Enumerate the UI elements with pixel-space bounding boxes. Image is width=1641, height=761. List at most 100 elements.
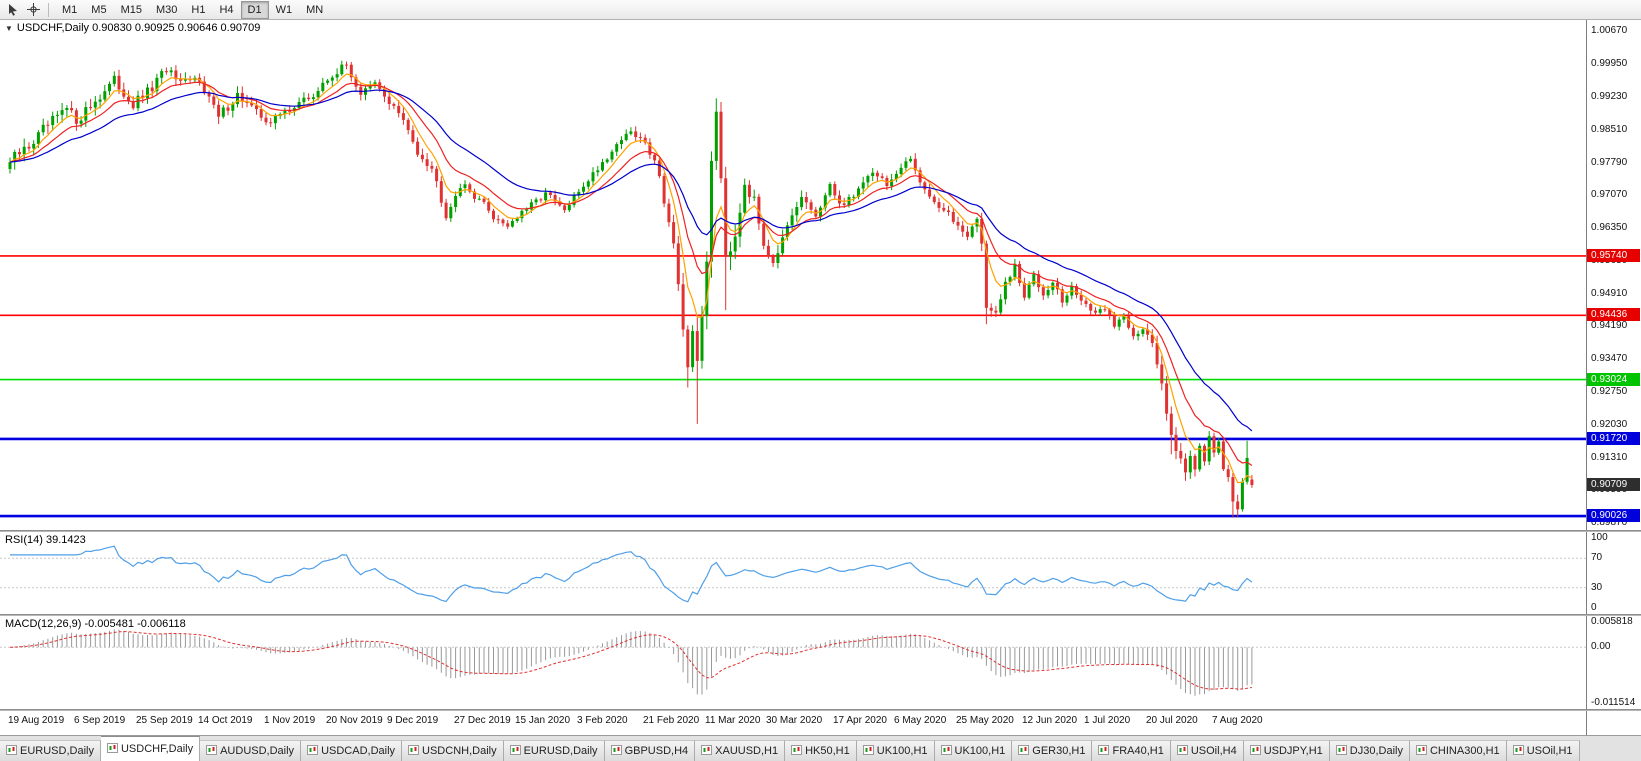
chart-tab-label: USDJPY,H1: [1263, 745, 1323, 757]
chart-tab-xauusd-h1[interactable]: XAUUSD,H1: [695, 740, 786, 761]
chart-tab-label: AUDUSD,Daily: [220, 745, 295, 757]
chart-tab-icon: [206, 744, 218, 758]
chart-tab-label: CHINA300,H1: [1429, 745, 1500, 757]
price-tick-label: 0.92030: [1591, 419, 1628, 430]
chart-tab-eurusd-daily[interactable]: EURUSD,Daily: [503, 740, 605, 761]
price-tick-label: 0.91310: [1591, 452, 1628, 463]
cursor-icon[interactable]: [4, 2, 22, 18]
date-axis-label: 14 Oct 2019: [198, 715, 253, 726]
date-axis-label: 19 Aug 2019: [8, 715, 65, 726]
chart-tab-icon: [610, 744, 622, 758]
price-line-badge: 0.94436: [1587, 308, 1640, 321]
panel-splitter[interactable]: [0, 530, 1641, 532]
chart-tab-icon: [940, 744, 952, 758]
rsi-panel: RSI(14) 39.1423 100 70 30 0: [0, 532, 1641, 614]
timeframe-button-w1[interactable]: W1: [275, 3, 293, 16]
rsi-axis[interactable]: 100 70 30 0: [1586, 532, 1641, 614]
panel-splitter[interactable]: [0, 709, 1641, 711]
panel-splitter[interactable]: [0, 614, 1641, 616]
price-axis[interactable]: 1.00670 0.99950 0.99230 0.98510 0.97790 0.970…: [1586, 20, 1641, 530]
price-line-badge: 0.93024: [1587, 373, 1640, 386]
price-tick-label: 0.97070: [1591, 189, 1628, 200]
chart-tab-label: USOil,H1: [1526, 745, 1573, 757]
macd-header-text: MACD(12,26,9) -0.005481 -0.006118: [5, 618, 186, 630]
price-tick-label: 0.97790: [1591, 157, 1628, 168]
date-axis-label: 6 Sep 2019: [74, 715, 126, 726]
chart-tab-hk50-h1[interactable]: HK50,H1: [785, 740, 857, 761]
rsi-level-label: 70: [1591, 552, 1603, 563]
date-axis-label: 25 Sep 2019: [136, 715, 193, 726]
macd-axis[interactable]: 0.005818 0.00 -0.011514: [1586, 616, 1641, 709]
chart-tab-icon: [1512, 744, 1524, 758]
time-axis[interactable]: 19 Aug 2019 6 Sep 2019 25 Sep 2019 14 Oct 2…: [0, 711, 1641, 735]
chart-tab-icon: [509, 744, 521, 758]
chart-tab-usoil-h1[interactable]: USOil,H1: [1506, 740, 1580, 761]
chart-tab-icon: [701, 744, 713, 758]
chart-tab-label: USDCAD,Daily: [321, 745, 396, 757]
price-chart[interactable]: [0, 20, 1586, 530]
date-axis-label: 11 Mar 2020: [705, 715, 761, 726]
chart-tab-icon: [408, 744, 420, 758]
price-tick-label: 1.00670: [1591, 25, 1628, 36]
chart-tab-uk100-h1[interactable]: UK100,H1: [856, 740, 935, 761]
price-tick-label: 0.98510: [1591, 124, 1628, 135]
chart-tab-icon: [1098, 744, 1110, 758]
chart-tab-eurusd-daily[interactable]: EURUSD,Daily: [0, 740, 101, 761]
timeframe-button-h1[interactable]: H1: [191, 3, 206, 16]
chart-tab-bar: EURUSD,Daily USDCHF,Daily AUDUSD,Daily USDC…: [0, 735, 1641, 761]
chart-tab-usoil-h4[interactable]: USOil,H4: [1170, 740, 1244, 761]
chart-tab-gbpusd-h4[interactable]: GBPUSD,H4: [604, 740, 696, 761]
timeframe-button-m30[interactable]: M30: [155, 3, 178, 16]
date-axis-label: 6 May 2020: [894, 715, 947, 726]
date-axis-label: 25 May 2020: [956, 715, 1014, 726]
date-axis-label: 30 Mar 2020: [766, 715, 823, 726]
chart-tab-uk100-h1[interactable]: UK100,H1: [934, 740, 1013, 761]
date-axis-label: 9 Dec 2019: [387, 715, 439, 726]
chart-tab-ger30-h1[interactable]: GER30,H1: [1012, 740, 1093, 761]
date-axis-label: 15 Jan 2020: [515, 715, 571, 726]
chart-tab-dj30-daily[interactable]: DJ30,Daily: [1329, 740, 1410, 761]
rsi-header: RSI(14) 39.1423: [5, 534, 86, 546]
timeframe-button-mn[interactable]: MN: [306, 3, 324, 16]
time-axis-corner: [1586, 711, 1641, 735]
main-chart-panel: ▼ USDCHF,Daily 0.90830 0.90925 0.90646 0…: [0, 20, 1641, 530]
rsi-level-label: 0: [1591, 602, 1597, 613]
chart-tab-label: USDCHF,Daily: [120, 743, 194, 755]
date-axis-label: 1 Jul 2020: [1084, 715, 1131, 726]
crosshair-icon[interactable]: [24, 2, 42, 18]
chart-tab-usdchf-daily[interactable]: USDCHF,Daily: [100, 736, 201, 761]
timeframe-button-d1[interactable]: D1: [240, 0, 269, 19]
date-axis-label: 27 Dec 2019: [454, 715, 511, 726]
macd-panel: MACD(12,26,9) -0.005481 -0.006118 0.0058…: [0, 616, 1641, 709]
macd-header: MACD(12,26,9) -0.005481 -0.006118: [5, 618, 186, 630]
price-line-badge: 0.95740: [1587, 249, 1640, 262]
price-tick-label: 0.99950: [1591, 58, 1628, 69]
chart-tab-label: HK50,H1: [805, 745, 850, 757]
rsi-level-label: 100: [1591, 532, 1608, 543]
timeframe-button-group: M1 M5 M15 M30 H1 H4 D1 W1 MN: [55, 0, 330, 19]
chart-tab-label: UK100,H1: [954, 745, 1006, 757]
timeframe-button-m15[interactable]: M15: [120, 3, 142, 16]
timeframe-button-h4[interactable]: H4: [219, 3, 234, 16]
price-tick-label: 0.99230: [1591, 91, 1628, 102]
toolbar-separator: [48, 2, 49, 17]
chart-tab-audusd-daily[interactable]: AUDUSD,Daily: [200, 740, 302, 761]
macd-level-label: -0.011514: [1591, 697, 1636, 708]
chart-tab-fra40-h1[interactable]: FRA40,H1: [1092, 740, 1171, 761]
chart-tab-usdcad-daily[interactable]: USDCAD,Daily: [301, 740, 403, 761]
timeframe-button-m5[interactable]: M5: [91, 3, 107, 16]
chart-tab-china300-h1[interactable]: CHINA300,H1: [1409, 740, 1507, 761]
date-axis-label: 7 Aug 2020: [1212, 715, 1263, 726]
chart-menu-icon[interactable]: ▼: [5, 23, 13, 33]
macd-chart[interactable]: [0, 616, 1586, 709]
chart-tab-usdcnh-daily[interactable]: USDCNH,Daily: [402, 740, 504, 761]
rsi-chart[interactable]: [0, 532, 1586, 614]
chart-tab-label: USOil,H4: [1190, 745, 1237, 757]
date-axis-label: 20 Jul 2020: [1146, 715, 1198, 726]
rsi-header-text: RSI(14) 39.1423: [5, 534, 86, 546]
chart-tab-usdjpy-h1[interactable]: USDJPY,H1: [1243, 740, 1330, 761]
chart-header: ▼ USDCHF,Daily 0.90830 0.90925 0.90646 0…: [5, 22, 260, 34]
price-tick-label: 0.94910: [1591, 288, 1628, 299]
chart-tab-label: XAUUSD,H1: [715, 745, 779, 757]
timeframe-button-m1[interactable]: M1: [62, 3, 78, 16]
